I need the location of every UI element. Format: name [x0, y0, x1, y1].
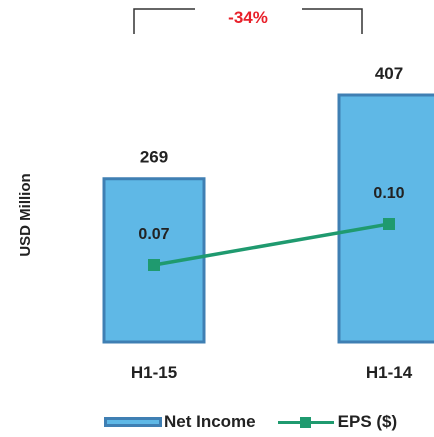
y-axis-label-wrap: USD Million	[4, 135, 44, 295]
bar-value-label: 269	[140, 148, 168, 167]
legend: Net Income EPS ($)	[104, 408, 419, 436]
category-labels: H1-15 H1-14	[131, 363, 413, 382]
legend-swatch-eps	[277, 415, 334, 429]
legend-label-net-income: Net Income	[164, 412, 256, 431]
category-label: H1-15	[131, 363, 177, 382]
category-label: H1-14	[366, 363, 413, 382]
change-bracket: -34%	[133, 8, 363, 34]
legend-item-net-income: Net Income	[104, 412, 256, 432]
bars-layer: 269 407	[102, 64, 434, 344]
bracket-left	[133, 8, 195, 34]
eps-point	[383, 218, 395, 230]
eps-layer: 0.07 0.10	[138, 185, 405, 271]
eps-line	[153, 222, 390, 267]
eps-point	[148, 259, 160, 271]
legend-swatch-net-income	[104, 417, 162, 427]
bracket-right	[302, 8, 363, 34]
eps-value-label: 0.07	[138, 226, 169, 243]
change-annotation: -34%	[228, 8, 268, 27]
y-axis-label: USD Million	[17, 173, 34, 256]
legend-item-eps: EPS ($)	[277, 412, 398, 432]
eps-value-label: 0.10	[373, 185, 404, 202]
bar-value-label: 407	[375, 64, 403, 83]
legend-label-eps: EPS ($)	[337, 412, 398, 431]
